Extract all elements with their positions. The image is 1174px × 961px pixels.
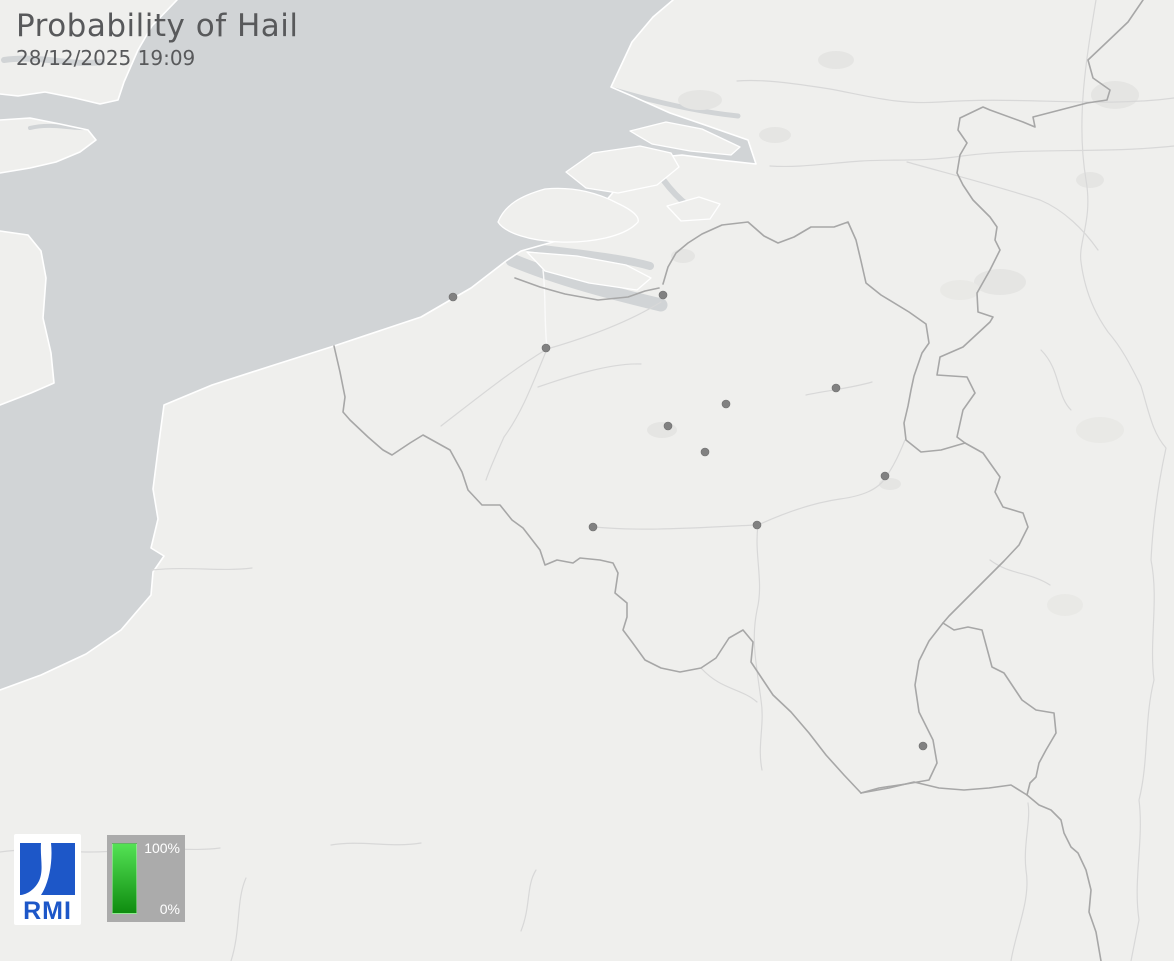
dender-river <box>537 363 642 388</box>
rhine-river <box>1080 0 1167 961</box>
city-dot <box>880 471 890 481</box>
ghent-terneuzen-canal <box>542 269 548 350</box>
city-dot <box>918 741 928 751</box>
rmi-logo-icon: RMI <box>20 843 75 925</box>
nederrijn-river <box>769 145 1174 168</box>
waal-river <box>736 79 1174 104</box>
city-dot <box>541 343 551 353</box>
scheldt-river <box>485 301 662 481</box>
legend-max-label: 100% <box>144 840 180 856</box>
island-goeree <box>629 121 741 156</box>
city-markers <box>448 290 928 751</box>
border-belgium-netherlands-west <box>514 277 660 301</box>
country-borders <box>333 0 1144 961</box>
map-datetime: 28/12/2025 19:09 <box>16 46 196 70</box>
legend-min-label: 0% <box>159 901 180 917</box>
page-title: Probability of Hail <box>16 8 299 44</box>
moselle-river <box>1010 802 1030 961</box>
legend-gradient-bar <box>112 843 137 914</box>
maas-river <box>906 161 1099 251</box>
demer-river <box>805 381 873 396</box>
continent-coastline <box>0 0 757 691</box>
title-block: Probability of Hail 28/12/2025 19:09 <box>16 8 299 70</box>
rmi-logo: RMI <box>14 834 81 925</box>
island-zuid-beveland <box>526 251 652 291</box>
lys-river <box>440 348 548 427</box>
border-belgium-germany <box>942 442 1029 624</box>
border-luxembourg-east <box>942 622 1057 796</box>
germany-stream-1 <box>1040 349 1072 411</box>
island-tholen <box>666 196 721 222</box>
germany-stream-2 <box>989 559 1051 586</box>
border-belgium-netherlands <box>662 221 966 453</box>
border-france-belgium <box>333 345 862 794</box>
island-walcheren <box>497 187 639 243</box>
probability-legend: 100% 0% <box>107 835 185 922</box>
border-luxembourg-south <box>860 781 1028 796</box>
france-stream-3 <box>330 842 422 846</box>
somme-river <box>151 567 253 571</box>
oosterschelde-channel <box>502 240 654 270</box>
city-dot <box>658 290 668 300</box>
rmi-logo-text: RMI <box>23 897 72 925</box>
border-netherlands-germany <box>936 0 1144 444</box>
city-dot <box>831 383 841 393</box>
semois-river <box>700 667 758 703</box>
city-dot <box>448 292 458 302</box>
france-stream-2 <box>230 877 247 961</box>
city-dot <box>588 522 598 532</box>
city-dot <box>700 447 710 457</box>
city-dot <box>663 421 673 431</box>
westerschelde-channel <box>505 253 668 312</box>
medway-estuary <box>28 123 94 131</box>
island-schouwen <box>565 145 680 194</box>
france-stream-4 <box>520 869 537 932</box>
city-dot <box>721 399 731 409</box>
england-coastline <box>0 0 178 406</box>
thames-estuary <box>1 55 105 66</box>
sambre-river <box>593 524 758 530</box>
border-france-germany <box>1026 794 1102 961</box>
city-dot <box>752 520 762 530</box>
